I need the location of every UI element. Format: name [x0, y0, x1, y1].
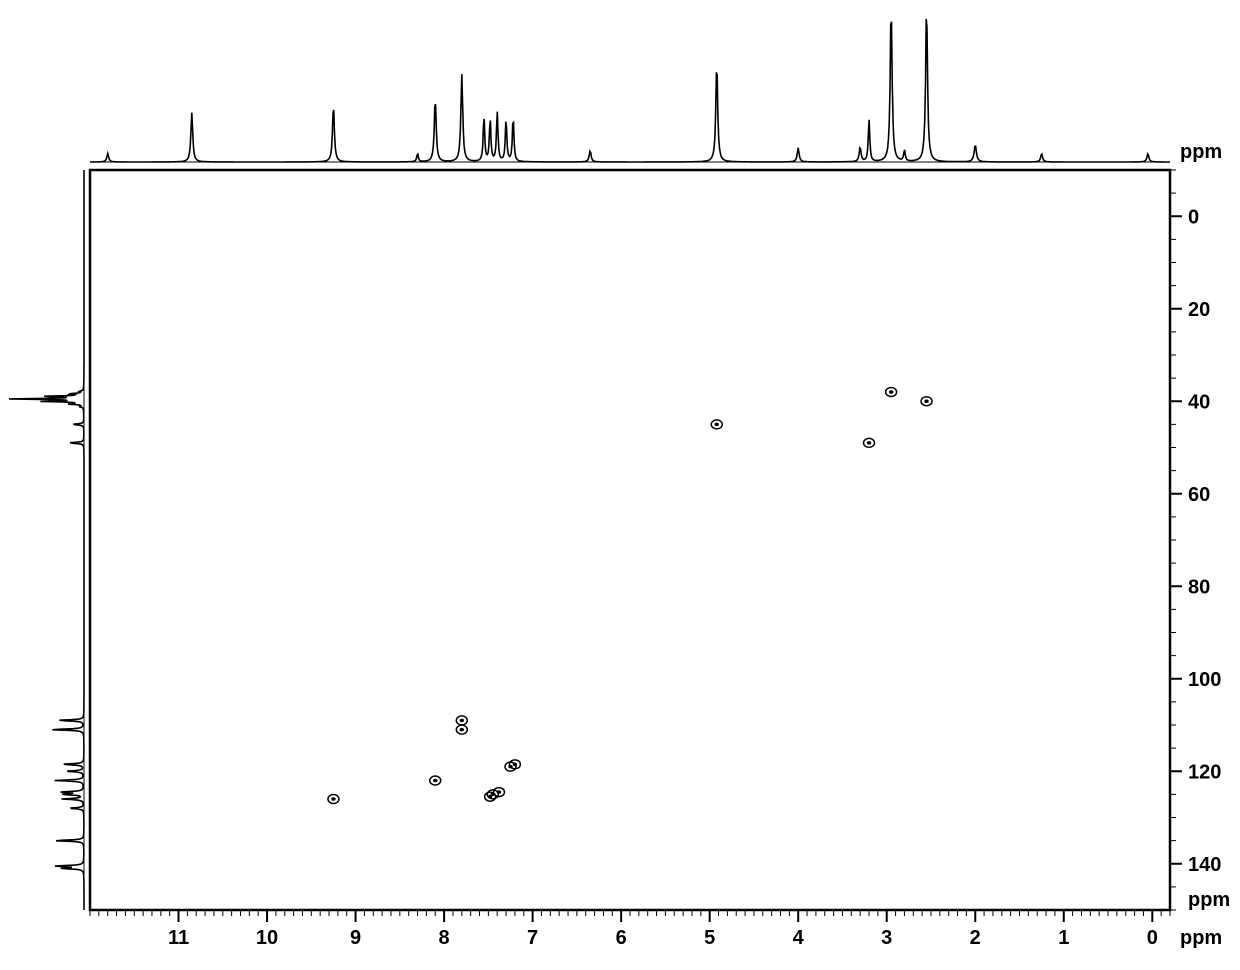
y-axis: 0 20 40 60 80 100 120 140	[1170, 170, 1221, 910]
svg-text:60: 60	[1188, 484, 1210, 506]
svg-text:4: 4	[793, 927, 805, 949]
svg-text:5: 5	[704, 927, 715, 949]
svg-text:1: 1	[1058, 927, 1069, 949]
svg-text:2: 2	[970, 927, 981, 949]
x-axis: 11109876543210	[90, 910, 1170, 949]
plot-frame	[90, 170, 1170, 910]
svg-text:11: 11	[168, 927, 189, 949]
svg-text:100: 100	[1188, 669, 1221, 691]
svg-text:8: 8	[439, 927, 450, 949]
unit-label-top: ppm	[1180, 141, 1222, 163]
svg-text:120: 120	[1188, 761, 1221, 783]
svg-text:40: 40	[1188, 391, 1210, 413]
svg-text:7: 7	[527, 927, 538, 949]
svg-text:6: 6	[616, 927, 627, 949]
svg-text:0: 0	[1188, 206, 1199, 228]
svg-text:3: 3	[881, 927, 892, 949]
svg-text:0: 0	[1147, 927, 1158, 949]
proton-1d-trace	[90, 19, 1170, 162]
unit-label-right: ppm	[1188, 889, 1230, 911]
hsqc-2d-nmr-figure: 11109876543210 020406080100120140 ppm pp…	[0, 0, 1240, 970]
svg-text:80: 80	[1188, 576, 1210, 598]
svg-text:140: 140	[1188, 854, 1221, 876]
svg-text:10: 10	[256, 927, 278, 949]
carbon-1d-trace	[9, 170, 84, 910]
unit-label-bottom: ppm	[1180, 927, 1222, 949]
svg-text:9: 9	[350, 927, 361, 949]
cross-peaks	[328, 388, 932, 804]
svg-text:20: 20	[1188, 299, 1210, 321]
